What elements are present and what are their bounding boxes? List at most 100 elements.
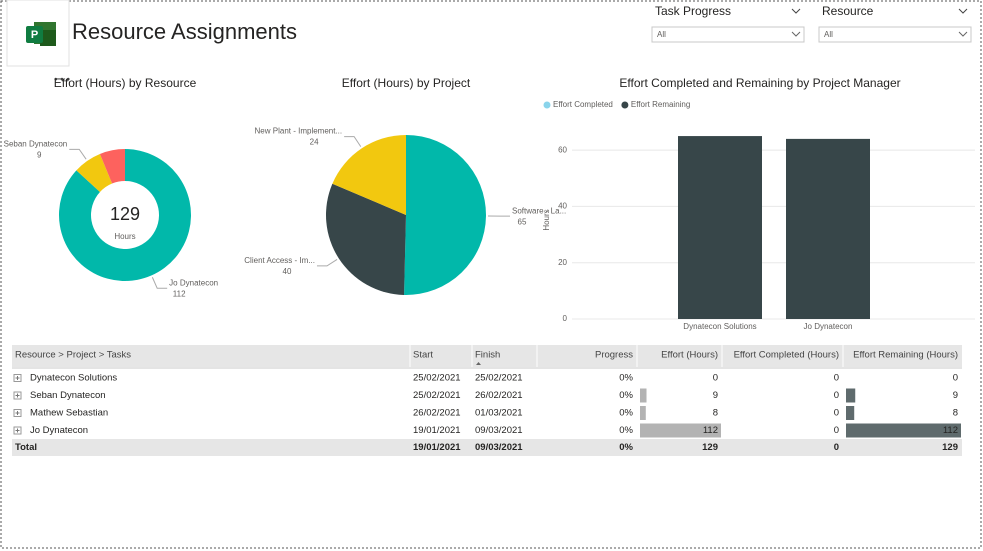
slicer-dropdown[interactable] bbox=[818, 26, 972, 43]
expand-plus bbox=[15, 393, 20, 398]
table-cell: Mathew Sebastian bbox=[30, 408, 108, 419]
data-bar bbox=[846, 406, 855, 420]
data-bar bbox=[846, 388, 856, 403]
page-title: Resource Assignments bbox=[72, 19, 297, 44]
total-bg bbox=[12, 439, 962, 456]
column-header[interactable]: Progress bbox=[595, 350, 633, 361]
column-header[interactable]: Effort (Hours) bbox=[661, 350, 718, 361]
data-label-name: Jo Dynatecon bbox=[169, 278, 218, 287]
table-cell: 9 bbox=[713, 390, 718, 401]
table-cell: 01/03/2021 bbox=[475, 408, 523, 419]
chart-title: Effort Completed and Remaining by Projec… bbox=[619, 76, 900, 90]
slice bbox=[326, 183, 406, 295]
chevron bbox=[958, 31, 968, 37]
legend-label: Effort Completed bbox=[553, 100, 613, 109]
chevron[interactable] bbox=[958, 8, 968, 14]
x-tick-label: Jo Dynatecon bbox=[804, 322, 853, 331]
column-header[interactable]: Start bbox=[413, 350, 433, 361]
table-cell: 129 bbox=[942, 442, 958, 453]
table-cell: 0 bbox=[834, 390, 839, 401]
data-bar bbox=[640, 406, 646, 420]
table-cell: Total bbox=[15, 442, 37, 453]
column-header[interactable]: Effort Completed (Hours) bbox=[734, 350, 839, 361]
slicer-value: All bbox=[657, 30, 666, 39]
center-label: Hours bbox=[114, 232, 135, 241]
table-cell: 26/02/2021 bbox=[475, 390, 523, 401]
legend-marker bbox=[543, 101, 551, 109]
table-header-bg bbox=[12, 345, 962, 367]
chevron[interactable] bbox=[791, 8, 801, 14]
slice bbox=[99, 149, 125, 184]
slice bbox=[58, 149, 191, 281]
table-cell: 0% bbox=[619, 425, 633, 436]
data-label-value: 9 bbox=[37, 150, 42, 159]
column-header[interactable]: Effort Remaining (Hours) bbox=[853, 350, 958, 361]
bar bbox=[786, 138, 870, 319]
table-cell: Dynatecon Solutions bbox=[30, 373, 117, 384]
slicer-value: All bbox=[824, 30, 833, 39]
slicer-dropdown[interactable] bbox=[651, 26, 805, 43]
data-bar bbox=[846, 423, 961, 438]
project-logo: P bbox=[26, 22, 56, 46]
table-cell: 19/01/2021 bbox=[413, 442, 461, 453]
data-label-value: 24 bbox=[310, 138, 319, 147]
table-cell: 9 bbox=[953, 390, 958, 401]
leader-line bbox=[316, 258, 338, 267]
data-label-name: New Plant - Implement... bbox=[255, 127, 343, 136]
slicer-label: Task Progress bbox=[655, 4, 731, 18]
table-cell: 25/02/2021 bbox=[413, 390, 461, 401]
title-cover bbox=[52, 74, 72, 90]
table-cell: 129 bbox=[702, 442, 718, 453]
data-bar bbox=[640, 388, 647, 403]
table-cell: 0 bbox=[834, 373, 839, 384]
legend-label: Effort Remaining bbox=[631, 100, 690, 109]
table-cell: 112 bbox=[703, 425, 718, 436]
y-tick-label: 60 bbox=[558, 145, 567, 154]
y-tick-label: 40 bbox=[558, 202, 567, 211]
table-cell: 0 bbox=[953, 373, 958, 384]
slice bbox=[404, 135, 486, 295]
expand-plus bbox=[15, 428, 20, 433]
table-cell: Seban Dynatecon bbox=[30, 390, 106, 401]
table-cell: 19/01/2021 bbox=[413, 425, 461, 436]
table-cell: 0% bbox=[619, 408, 633, 419]
slice bbox=[332, 135, 406, 215]
y-tick-label: 20 bbox=[558, 258, 567, 267]
data-label-value: 40 bbox=[283, 267, 292, 276]
table-cell: 0 bbox=[834, 442, 839, 453]
x-tick-label: Dynatecon Solutions bbox=[683, 322, 756, 331]
column-header[interactable]: Finish bbox=[475, 350, 500, 361]
chart-title: Effort (Hours) by Resource bbox=[54, 76, 197, 90]
table-cell: 0 bbox=[713, 373, 718, 384]
leader-line bbox=[69, 148, 87, 160]
slicer-label: Resource bbox=[822, 4, 874, 18]
y-axis-label: Hours bbox=[542, 209, 551, 230]
expand-plus bbox=[15, 411, 20, 415]
table-cell: Jo Dynatecon bbox=[30, 425, 88, 436]
expand-plus bbox=[15, 376, 20, 380]
y-tick-label: 0 bbox=[563, 314, 568, 323]
table-cell: 09/03/2021 bbox=[475, 442, 523, 453]
table-cell: 0% bbox=[619, 442, 633, 453]
more-options[interactable]: • • • bbox=[54, 75, 71, 86]
table-cell: 0 bbox=[834, 425, 839, 436]
svg-text:P: P bbox=[31, 29, 38, 41]
chart-title: Effort (Hours) by Project bbox=[342, 76, 471, 90]
data-label-value: 112 bbox=[173, 289, 186, 298]
chevron bbox=[791, 31, 801, 37]
center-value: 129 bbox=[110, 204, 140, 224]
table-cell: 0% bbox=[619, 373, 633, 384]
table-cell: 25/02/2021 bbox=[413, 373, 461, 384]
table-cell: 25/02/2021 bbox=[475, 373, 523, 384]
column-header[interactable]: Resource > Project > Tasks bbox=[15, 350, 131, 361]
slice bbox=[76, 153, 113, 193]
data-label-name: Client Access - Im... bbox=[244, 256, 315, 265]
table-cell: 26/02/2021 bbox=[413, 408, 461, 419]
data-label-value: 65 bbox=[518, 217, 527, 226]
table-cell: 0 bbox=[834, 408, 839, 419]
table-cell: 112 bbox=[943, 425, 958, 436]
data-label-name: Seban Dynatecon bbox=[4, 139, 68, 148]
